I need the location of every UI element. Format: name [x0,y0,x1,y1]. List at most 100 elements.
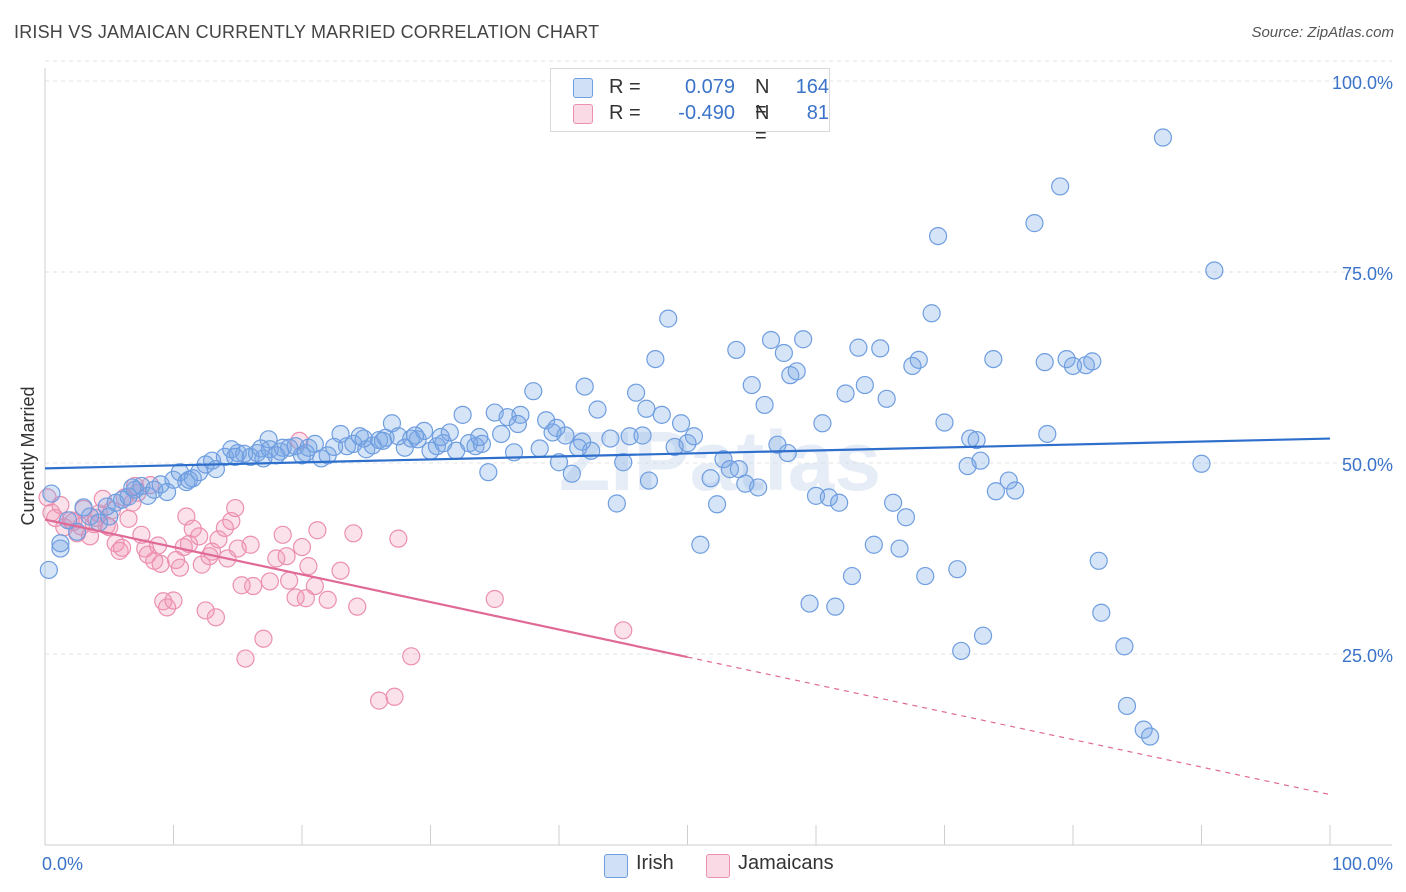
irish-point [967,430,986,450]
irish-point [794,330,813,349]
irish-point [259,430,278,449]
irish-point [842,566,862,586]
jamaicans-points [38,431,633,710]
irish-point [573,432,592,451]
irish-point [530,439,549,458]
jamaicans-point [164,591,183,610]
jamaicans-point [260,572,279,591]
irish-point [652,405,671,424]
irish-point [701,469,720,488]
jamaicans-point [280,571,299,590]
irish-point [659,309,678,328]
y-tick-label: 100.0% [1332,73,1393,93]
jamaicans-point [299,557,318,576]
legend-r-value: -0.490 [678,102,735,124]
jamaicans-point [190,527,209,546]
jamaicans-point [254,629,273,648]
irish-point [1092,603,1111,622]
legend-n-label: N = [755,102,770,147]
irish-point [871,339,890,358]
chart-title: IRISH VS JAMAICAN CURRENTLY MARRIED CORR… [14,22,600,42]
irish-point [157,482,177,502]
irish-point [1025,214,1044,233]
irish-point [836,384,855,403]
source-label: Source: ZipAtlas.com [1251,24,1394,41]
irish-point [890,539,909,558]
irish-point [986,482,1006,501]
irish-point [42,484,61,503]
jamaicans-point [308,521,327,540]
irish-point [614,453,633,472]
jamaicans-point [331,561,350,580]
irish-point [1083,352,1102,371]
irish-point [896,508,916,527]
jamaicans-trend-line [44,518,688,659]
irish-point [922,304,941,323]
irish-point [637,399,656,418]
irish-point [1192,454,1211,473]
irish-point [1051,177,1070,196]
irish-point [778,443,797,463]
irish-point [1153,128,1173,147]
irish-point [671,414,691,433]
irish-point [51,539,70,558]
irish-point [800,594,819,613]
irish-point [1038,424,1057,444]
irish-point [830,493,849,512]
irish-point [51,534,70,553]
irish-point [935,413,954,432]
irish-point [562,464,581,483]
irish-point [633,426,652,445]
legend-n-label: N = [755,76,770,121]
irish-point [325,437,344,457]
irish-point [508,414,527,434]
irish-point [928,226,948,246]
irish-point [1006,481,1025,500]
jamaicans-swatch [706,854,730,878]
irish-point [405,426,425,445]
irish-point [714,450,733,469]
irish-point [952,641,971,661]
irish-point [119,487,138,506]
jamaicans-point [389,529,408,548]
irish-point [1063,356,1083,376]
jamaicans-point [485,589,504,609]
legend-r-label: R = [609,102,641,124]
irish-swatch [573,78,593,98]
jamaicans-point [296,589,315,608]
irish-point [607,494,626,513]
irish-point [1035,353,1054,372]
legend-label-jamaicans: Jamaicans [738,852,834,874]
jamaicans-point [157,598,177,617]
jamaicans-point [305,576,324,596]
irish-point [431,427,450,447]
irish-point [1057,349,1076,369]
irish-point [1089,551,1108,570]
irish-points [39,128,1224,746]
irish-point [691,535,710,554]
irish-point [549,453,569,472]
irish-swatch [604,854,628,878]
irish-point [678,434,697,453]
grid-lines [45,60,1392,655]
jamaicans-point [209,530,228,549]
legend-n-value: 164 [795,76,829,98]
irish-point [973,626,993,645]
irish-point [626,383,646,402]
irish-point [296,443,315,463]
jamaicans-point [292,537,312,557]
irish-point [813,414,832,433]
irish-point [826,597,845,616]
irish-point [39,560,58,580]
irish-point [1140,727,1160,746]
irish-point [395,438,414,457]
axes [44,68,1392,846]
jamaicans-point [344,524,363,543]
irish-point [999,471,1018,490]
jamaicans-point [385,687,404,706]
jamaicans-point [318,590,337,609]
irish-point [787,362,806,381]
correlation-legend: R = 0.079 N = 164 R = -0.490 N = 81 [550,68,830,147]
y-tick-labels: 25.0% 50.0% 75.0% 100.0% [1332,73,1393,666]
irish-point [453,405,472,424]
